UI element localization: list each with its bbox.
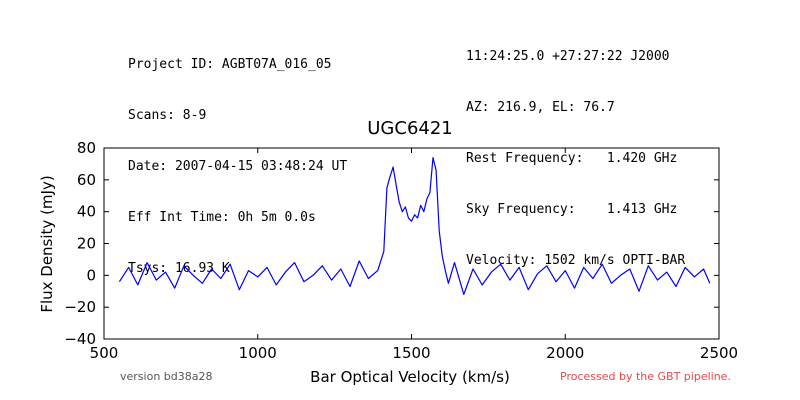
y-tick-label: 60 [77,171,96,189]
x-axis-label: Bar Optical Velocity (km/s) [310,368,510,386]
header-left-metadata: Project ID: AGBT07A_016_05 Scans: 8-9 Da… [128,22,347,294]
eff-int-time-text: Eff Int Time: 0h 5m 0.0s [128,210,316,225]
processed-by-text: Processed by the GBT pipeline. [560,370,731,383]
flux-series-line [118,157,711,295]
y-tick-label: −40 [64,330,96,348]
scans-text: Scans: 8-9 [128,108,207,123]
header-right-metadata: 11:24:25.0 +27:27:22 J2000 AZ: 216.9, EL… [466,14,685,286]
x-tick-label: 1000 [239,344,277,362]
chart-title: UGC6421 [367,118,453,139]
y-tick-label: 40 [77,203,96,221]
plot-frame [103,147,720,340]
axis-ticks [103,147,720,340]
x-tick-label: 2500 [700,344,738,362]
x-tick-label: 2000 [546,344,584,362]
sky-frequency-text: Sky Frequency: 1.413 GHz [466,202,678,217]
y-tick-label: −20 [64,298,96,316]
date-text: Date: 2007-04-15 03:48:24 UT [128,159,348,174]
axis-tick-labels: 500 1000 1500 2000 2500 −40 −20 0 20 40 60 80 [64,139,738,362]
rest-frequency-text: Rest Frequency: 1.420 GHz [466,151,678,166]
project-id-text: Project ID: AGBT07A_016_05 [128,57,332,72]
velocity-text: Velocity: 1502 km/s OPTI-BAR [466,253,686,268]
y-tick-label: 80 [77,139,96,157]
x-tick-label: 1500 [392,344,430,362]
x-tick-label: 500 [90,344,119,362]
y-tick-label: 20 [77,235,96,253]
tsys-text: Tsys: 16.93 K [128,261,230,276]
az-el-text: AZ: 216.9, EL: 76.7 [466,100,615,115]
y-tick-label: 0 [86,266,96,284]
version-text: version bd38a28 [120,370,213,383]
coordinates-text: 11:24:25.0 +27:27:22 J2000 [466,49,670,64]
y-axis-label: Flux Density (mJy) [38,175,56,312]
